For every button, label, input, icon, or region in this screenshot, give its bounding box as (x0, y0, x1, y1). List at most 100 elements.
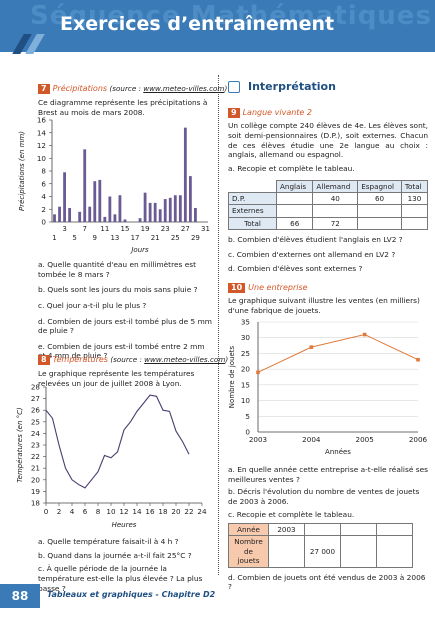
row-label: Année (228, 523, 269, 537)
x-axis-label: Heures (112, 521, 137, 529)
bar-day-15 (123, 219, 127, 222)
bar-day-13 (113, 214, 117, 222)
x-tick-label: 20 (171, 507, 181, 516)
x-axis-label: Jours (129, 246, 149, 254)
y-tick-label: 16 (37, 116, 47, 125)
exercise-7: 7 Précipitations (source : www.meteo-vill… (38, 84, 227, 118)
question-7b: b. Quels sont les jours du mois sans plu… (38, 285, 198, 295)
x-tick-label: 19 (141, 225, 150, 233)
sales-point-2003 (256, 370, 260, 375)
x-tick-label: 8 (96, 507, 101, 516)
bar-day-4 (68, 207, 72, 222)
table-cell (340, 535, 377, 568)
x-tick-label: 9 (93, 234, 97, 242)
row-label: Total (228, 216, 277, 230)
question-10c: c. Recopie et complète le tableau. (228, 509, 355, 519)
question-7d: d. Combien de jours est-il tombé plus de… (38, 316, 212, 336)
exercise-8: 8 Températures (source : www.meteo-villes… (38, 355, 228, 389)
x-tick-label: 1 (52, 234, 56, 242)
bar-day-29 (194, 207, 197, 222)
y-tick-label: 5 (245, 412, 250, 421)
table-row: Nombre de jouets 27 000 (228, 535, 413, 568)
exercise-intro: Le graphique suivant illustre les ventes… (228, 296, 420, 316)
bar-day-1 (53, 214, 56, 222)
y-tick-label: 10 (37, 154, 47, 163)
row-label: Externes (228, 204, 277, 218)
x-axis-label: Années (325, 448, 351, 456)
y-axis-label: Nombre de jouets (228, 345, 236, 408)
y-axis-label: Températures (en °C) (16, 407, 24, 483)
exercise-number: 9 (228, 108, 240, 119)
x-tick-label: 11 (100, 225, 109, 233)
language-table: Anglais Allemand Espagnol Total D.P. 40 … (228, 179, 429, 230)
x-tick-label: 2006 (409, 435, 428, 444)
x-tick-label: 2003 (249, 435, 267, 444)
question-9b: b. Combien d'élèves étudient l'anglais e… (228, 234, 403, 244)
x-tick-label: 6 (83, 507, 88, 516)
interpretation-heading: Interprétation (228, 80, 428, 94)
bar-day-2 (58, 206, 61, 222)
table-header: Allemand (312, 179, 359, 193)
y-tick-label: 24 (31, 429, 41, 438)
bar-day-8 (88, 206, 92, 222)
bar-day-3 (63, 172, 66, 222)
row-label: Nombre de jouets (228, 535, 269, 568)
x-tick-label: 22 (184, 507, 193, 516)
bar-day-12 (108, 196, 112, 222)
table-cell (376, 523, 413, 537)
page-title: Exercices d’entraînement (60, 13, 335, 35)
y-tick-label: 35 (241, 318, 250, 327)
page-number: 88 (0, 584, 40, 608)
table-row: Anglais Allemand Espagnol Total (228, 179, 429, 193)
bar-day-10 (98, 179, 102, 222)
table-row: Total 66 72 (228, 216, 429, 230)
table-cell (312, 204, 359, 218)
chapter-label: Tableaux et graphiques - Chapitre D2 (47, 590, 216, 599)
y-tick-label: 22 (31, 452, 40, 461)
bar-day-11 (103, 216, 107, 222)
source-link[interactable]: www.meteo-villes.com (143, 84, 225, 93)
bar-day-9 (93, 181, 97, 222)
table-header: Anglais (275, 179, 314, 193)
source-label: (source : www.meteo-villes.com) (110, 355, 229, 364)
bar-day-18 (138, 218, 142, 222)
table-cell: 40 (312, 191, 359, 206)
question-9c: c. Combien d'externes ont allemand en LV… (228, 249, 396, 259)
exercise-number: 10 (228, 283, 246, 294)
y-axis-label: Précipitations (en mm) (18, 131, 26, 211)
y-tick-label: 0 (41, 218, 46, 227)
table-cell: 66 (275, 216, 314, 230)
bar-day-21 (153, 202, 157, 222)
bar-day-7 (83, 149, 87, 222)
sales-series-line (257, 334, 419, 373)
y-tick-label: 28 (31, 383, 41, 392)
x-tick-label: 3 (62, 225, 66, 233)
bar-day-26 (178, 195, 182, 222)
table-cell (275, 191, 314, 206)
exercise-title: Précipitations (52, 84, 108, 93)
section-title: Interprétation (248, 80, 336, 93)
x-tick-label: 0 (44, 507, 49, 516)
table-header: Espagnol (357, 179, 402, 193)
y-tick-label: 6 (41, 179, 46, 188)
header-ghost-text: Séquence Mathématiques (30, 1, 432, 31)
row-label: D.P. (228, 191, 277, 206)
y-tick-label: 20 (31, 475, 41, 484)
question-10a: a. En quelle année cette entreprise a-t-… (228, 465, 428, 484)
question-8a: a. Quelle température faisait-il à 4 h ? (38, 537, 179, 546)
temperature-series-line (45, 394, 190, 489)
exercise-title: Langue vivante 2 (242, 108, 312, 117)
table-cell: 60 (357, 191, 402, 206)
exercise-intro: Le graphique représente les températures… (38, 369, 195, 389)
table-cell (400, 204, 429, 218)
source-label: (source : www.meteo-villes.com) (109, 84, 228, 93)
source-link[interactable]: www.meteo-villes.com (144, 355, 226, 364)
x-tick-label: 15 (121, 225, 130, 233)
bar-day-23 (163, 199, 167, 222)
table-cell (357, 216, 402, 230)
y-tick-label: 14 (37, 128, 47, 137)
x-tick-label: 18 (158, 507, 168, 516)
exercise-intro: Ce diagramme représente les précipitatio… (38, 98, 208, 118)
